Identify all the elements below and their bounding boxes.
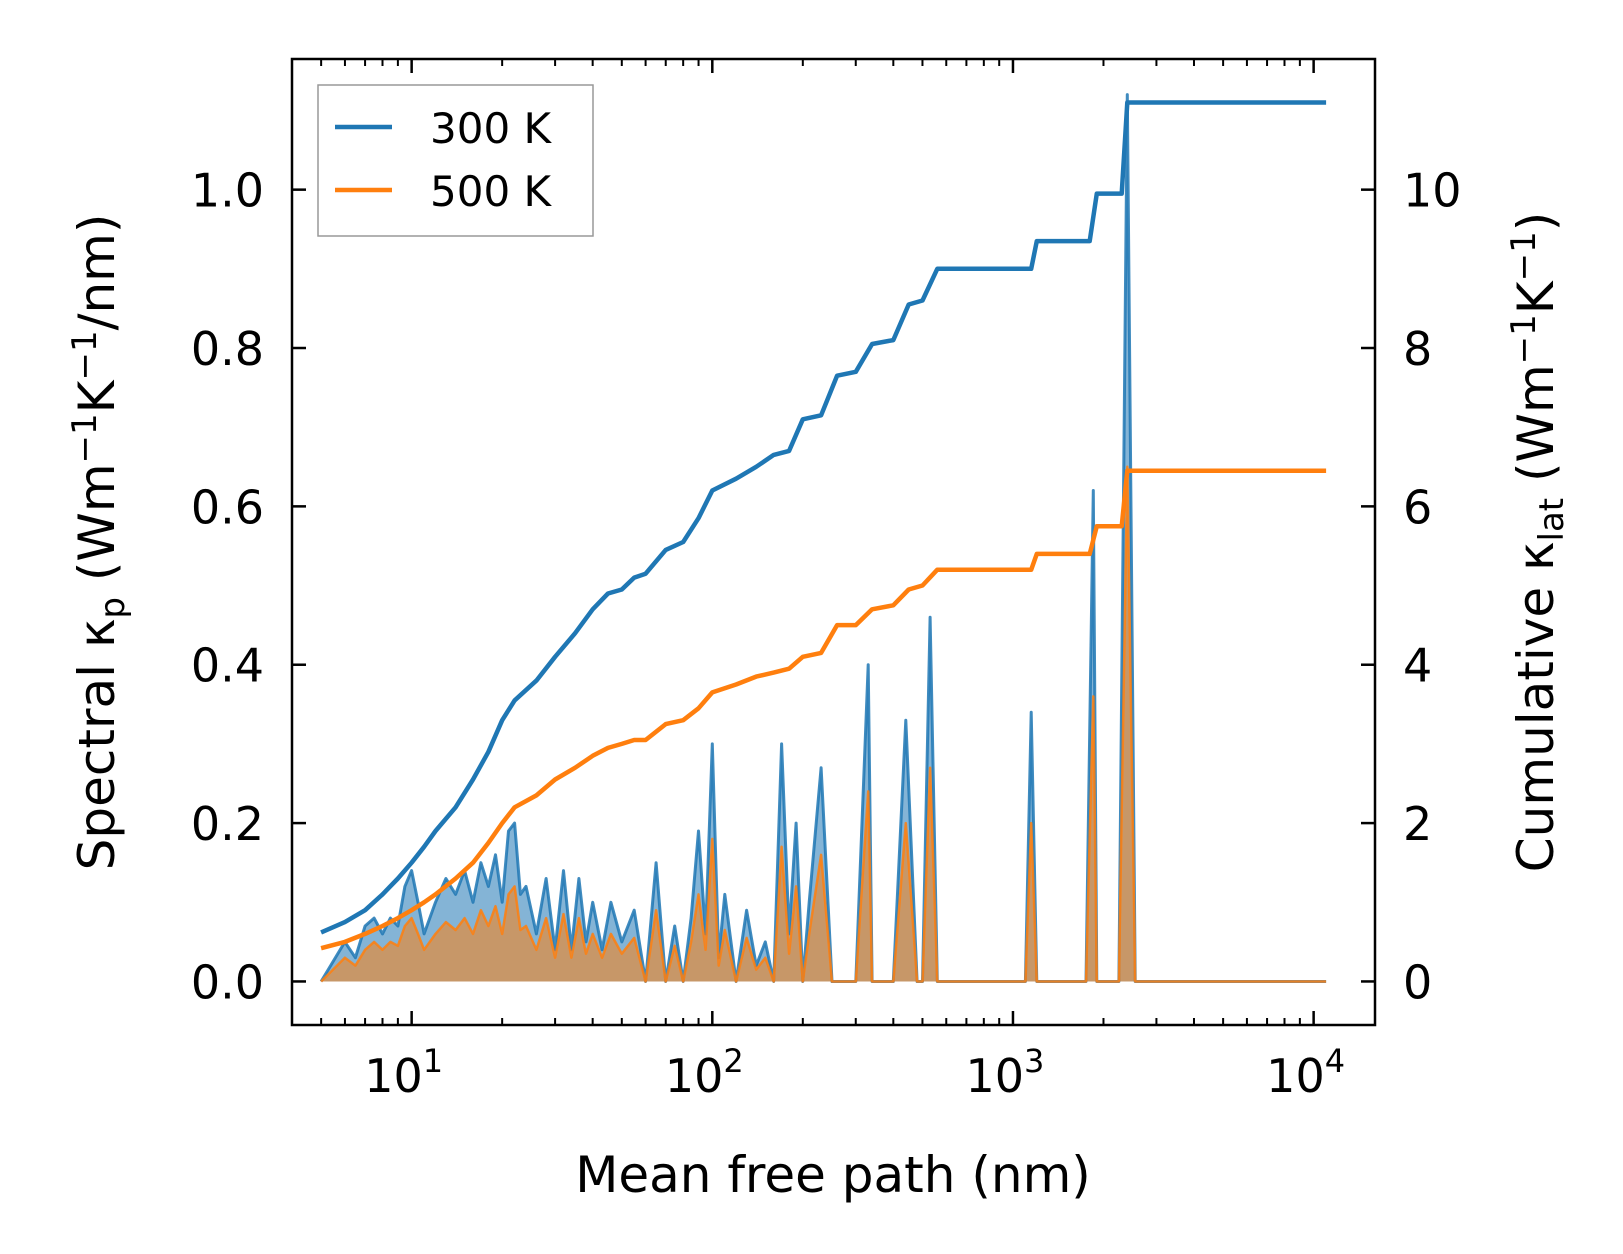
y-right-tick-label: 2 <box>1403 797 1432 851</box>
y-left-tick-label: 0.0 <box>191 955 264 1009</box>
legend-label-500k: 500 K <box>430 167 553 216</box>
y-right-tick-label: 4 <box>1403 639 1432 693</box>
plot-frame <box>290 57 1377 1027</box>
spectral-fill-500k <box>321 466 1327 982</box>
x-tick-label: 104 <box>1266 1042 1345 1103</box>
y-right-tick-label: 8 <box>1403 322 1432 376</box>
legend: 300 K 500 K <box>317 84 594 237</box>
legend-label-300k: 300 K <box>430 104 553 153</box>
x-tick-label: 102 <box>665 1042 744 1103</box>
cumulative-line-300k <box>320 100 1327 935</box>
plot-area <box>319 93 1327 983</box>
y-right-tick-label: 6 <box>1403 480 1432 534</box>
y-left-tick-label: 0.6 <box>191 480 264 534</box>
x-tick-label: 103 <box>966 1042 1045 1103</box>
x-tick-label: 101 <box>364 1042 443 1103</box>
legend-box <box>317 84 594 237</box>
y-axis-left-label: Spectral κp (Wm−1K−1/nm) <box>65 214 133 871</box>
cumulative-line-500k <box>320 468 1327 951</box>
spectral-line-500k <box>320 465 1327 983</box>
y-axis-right-label: Cumulative κlat (Wm−1K−1) <box>1504 212 1572 872</box>
y-left-tick-label: 0.4 <box>191 639 264 693</box>
x-axis-label: Mean free path (nm) <box>575 1146 1091 1204</box>
y-left-tick-label: 0.2 <box>191 797 264 851</box>
y-left-tick-label: 1.0 <box>191 164 264 218</box>
y-right-tick-label: 10 <box>1403 164 1462 218</box>
y-right-tick-label: 0 <box>1403 955 1432 1009</box>
y-left-tick-label: 0.8 <box>191 322 264 376</box>
